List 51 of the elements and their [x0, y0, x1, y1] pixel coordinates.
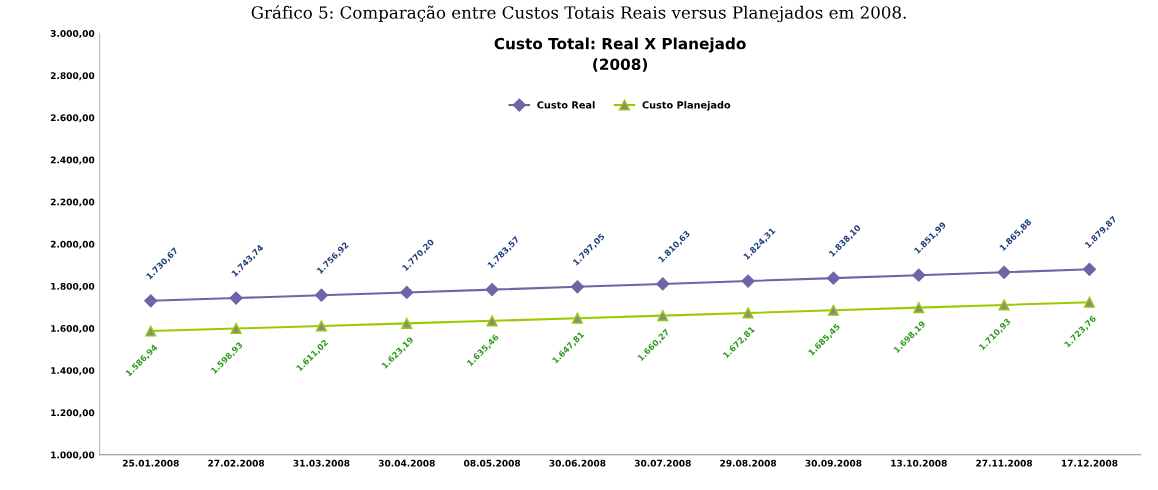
point: [827, 304, 839, 316]
point: [570, 280, 585, 294]
text: Gráfico 5: Comparação entre Custos Totais Reais versus Planejados em 2008.: [251, 5, 906, 23]
y-tick-label: 1.400,00: [51, 367, 95, 376]
y-tick-label: 2.600,00: [50, 114, 95, 123]
point: [485, 283, 499, 297]
point: [144, 294, 158, 308]
point: [913, 302, 925, 314]
x-tick-label: 29.08.2008: [720, 459, 777, 467]
point: [826, 271, 841, 285]
point: [1082, 262, 1097, 276]
point: [314, 288, 329, 302]
y-tick-label: 3.000,00: [50, 30, 95, 39]
x-tick-label: 13.10.2008: [891, 459, 947, 467]
y-tick-label: 1.800,00: [51, 282, 95, 291]
point: [998, 299, 1010, 311]
point: [912, 268, 926, 282]
text: Custo Total: Real X Planejado (2008): [494, 37, 746, 72]
y-tick-label: 1.000,00: [51, 451, 95, 460]
x-tick-label: 27.02.2008: [208, 459, 265, 467]
point: [229, 291, 243, 305]
x-tick-label: 27.11.2008: [976, 459, 1033, 467]
point: [997, 265, 1011, 279]
point: [571, 312, 583, 324]
point: [145, 325, 157, 337]
point: [657, 310, 669, 322]
x-tick-label: 30.09.2008: [805, 459, 862, 467]
x-tick-label: 30.07.2008: [634, 459, 691, 467]
x-tick-label: 08.05.2008: [463, 459, 521, 467]
point: [741, 274, 755, 288]
y-tick-label: 2.400,00: [50, 156, 95, 165]
x-tick-label: 30.04.2008: [378, 459, 435, 467]
point: [400, 285, 414, 300]
x-tick-label: 31.03.2008: [293, 459, 350, 467]
legend-label: Custo Planejado: [642, 101, 731, 111]
point: [486, 315, 498, 327]
y-tick-label: 2.800,00: [50, 72, 95, 81]
y-tick-label: 2.200,00: [50, 198, 95, 207]
point: [656, 277, 670, 291]
x-tick-label: 30.06.2008: [549, 459, 606, 467]
point: [230, 322, 242, 335]
y-tick-label: 1.600,00: [51, 325, 95, 334]
x-tick-label: 17.12.2008: [1061, 459, 1118, 467]
point: [315, 320, 328, 332]
point: [1083, 296, 1095, 308]
legend-label: Custo Real: [537, 101, 595, 109]
y-tick-label: 1.200,00: [51, 409, 95, 418]
point: [401, 317, 413, 329]
y-tick-label: 2.000,00: [50, 240, 95, 249]
point: [742, 307, 754, 319]
x-tick-label: 25.01.2008: [122, 459, 179, 467]
